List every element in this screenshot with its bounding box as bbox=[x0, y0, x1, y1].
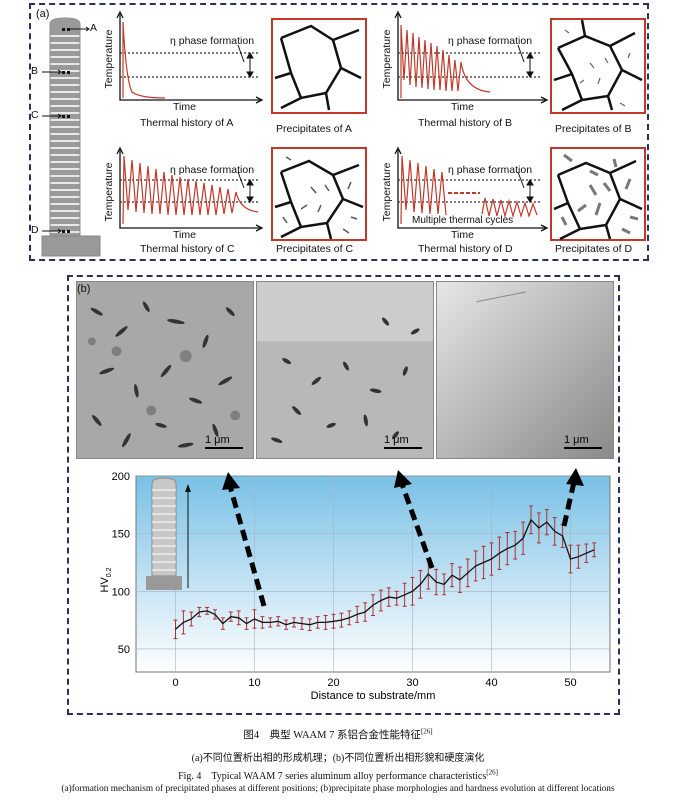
scale-bar-right: 1 μm bbox=[564, 434, 602, 449]
caption-en-title: Fig. 4 Typical WAAM 7 series aluminum al… bbox=[0, 767, 676, 782]
panel-a bbox=[29, 3, 649, 261]
time-label-c: Time bbox=[173, 229, 196, 241]
marker-a: A bbox=[90, 22, 98, 34]
svg-text:HV0.2: HV0.2 bbox=[99, 567, 113, 592]
y-tick-label: 50 bbox=[118, 644, 130, 656]
scale-bar-label-right: 1 μm bbox=[564, 434, 589, 446]
x-tick-label: 20 bbox=[327, 677, 339, 689]
tem-image-right bbox=[436, 281, 614, 459]
time-label-d: Time bbox=[451, 229, 474, 241]
x-axis-label: Distance to substrate/mm bbox=[311, 690, 436, 702]
precipitates-a-box bbox=[271, 18, 367, 114]
thermal-caption-b: Thermal history of B bbox=[418, 117, 512, 129]
x-tick-label: 50 bbox=[564, 677, 576, 689]
precip-caption-a: Precipitates of A bbox=[276, 123, 352, 135]
caption-en-ref: [26] bbox=[486, 768, 498, 777]
precipitates-d-box bbox=[550, 147, 646, 241]
caption-zh-ref: [26] bbox=[420, 727, 433, 736]
caption-zh-sub: (a)不同位置析出相的形成机理；(b)不同位置析出相形貌和硬度演化 bbox=[191, 753, 485, 764]
marker-b: B bbox=[31, 65, 39, 77]
hardness-chart: 0 10 20 30 40 50 50 100 150 200 Distance to subs… bbox=[99, 468, 611, 702]
dashed-arrows bbox=[227, 481, 577, 607]
eta-label-d: η phase formation bbox=[448, 164, 533, 176]
panel-b-label: (b) bbox=[77, 283, 91, 295]
tem-image-left bbox=[76, 281, 254, 459]
eta-label-b: η phase formation bbox=[448, 35, 533, 47]
wall-schematic bbox=[41, 17, 101, 257]
x-tick-label: 0 bbox=[172, 677, 178, 689]
y-ticks: 50 100 150 200 bbox=[112, 471, 130, 656]
precipitates-c-box bbox=[271, 147, 367, 241]
scale-bar-label-left: 1 μm bbox=[205, 434, 230, 446]
scale-bar-middle: 1 μm bbox=[384, 434, 422, 449]
eta-label-a: η phase formation bbox=[170, 35, 255, 47]
caption-zh-title-text: 图4 典型 WAAM 7 系铝合金性能特征 bbox=[243, 730, 421, 741]
time-label-a: Time bbox=[173, 101, 196, 113]
caption-zh-title: 图4 典型 WAAM 7 系铝合金性能特征[26] bbox=[0, 727, 676, 742]
caption-en-title-text: Fig. 4 Typical WAAM 7 series aluminum al… bbox=[178, 771, 487, 782]
temp-label-c: Temperature bbox=[103, 162, 115, 222]
x-tick-label: 40 bbox=[485, 677, 497, 689]
precip-caption-c: Precipitates of C bbox=[276, 243, 354, 255]
tem-image-middle bbox=[256, 281, 434, 459]
hardness-line bbox=[175, 518, 595, 630]
thermal-caption-a: Thermal history of A bbox=[140, 117, 234, 129]
caption-en-sub: (a)formation mechanism of precipitated p… bbox=[61, 784, 615, 794]
precip-caption-b: Precipitates of B bbox=[555, 123, 632, 135]
panel-a-label: (a) bbox=[36, 8, 50, 20]
temp-label-d: Temperature bbox=[381, 162, 393, 222]
marker-c: C bbox=[31, 109, 39, 121]
scale-bar-line-left bbox=[205, 447, 243, 449]
y-tick-label: 100 bbox=[112, 586, 130, 598]
time-label-b: Time bbox=[451, 101, 474, 113]
scale-bar-left: 1 μm bbox=[205, 434, 243, 449]
precipitates-b-box bbox=[550, 18, 646, 114]
precip-caption-d: Precipitates of D bbox=[555, 243, 633, 255]
thermal-plots bbox=[116, 10, 549, 232]
y-axis-label: HV0.2 bbox=[99, 567, 113, 592]
y-tick-label: 150 bbox=[112, 529, 130, 541]
panel-b bbox=[67, 275, 620, 715]
scale-bar-line-middle bbox=[384, 447, 422, 449]
thermal-caption-c: Thermal history of C bbox=[140, 243, 235, 255]
x-tick-label: 10 bbox=[248, 677, 260, 689]
marker-d: D bbox=[31, 224, 39, 236]
thermal-caption-d: Thermal history of D bbox=[418, 243, 513, 255]
x-ticks: 0 10 20 30 40 50 bbox=[172, 677, 576, 689]
wall-inset-icon bbox=[146, 477, 191, 590]
temp-label-b: Temperature bbox=[381, 29, 393, 89]
plot-area bbox=[135, 475, 611, 673]
scale-bar-line-right bbox=[564, 447, 602, 449]
y-tick-label: 200 bbox=[112, 471, 130, 483]
eta-label-c: η phase formation bbox=[170, 164, 255, 176]
scale-bar-label-middle: 1 μm bbox=[384, 434, 409, 446]
x-tick-label: 30 bbox=[406, 677, 418, 689]
temp-label-a: Temperature bbox=[103, 29, 115, 89]
multiple-cycles-label: Multiple thermal cycles bbox=[412, 215, 514, 226]
